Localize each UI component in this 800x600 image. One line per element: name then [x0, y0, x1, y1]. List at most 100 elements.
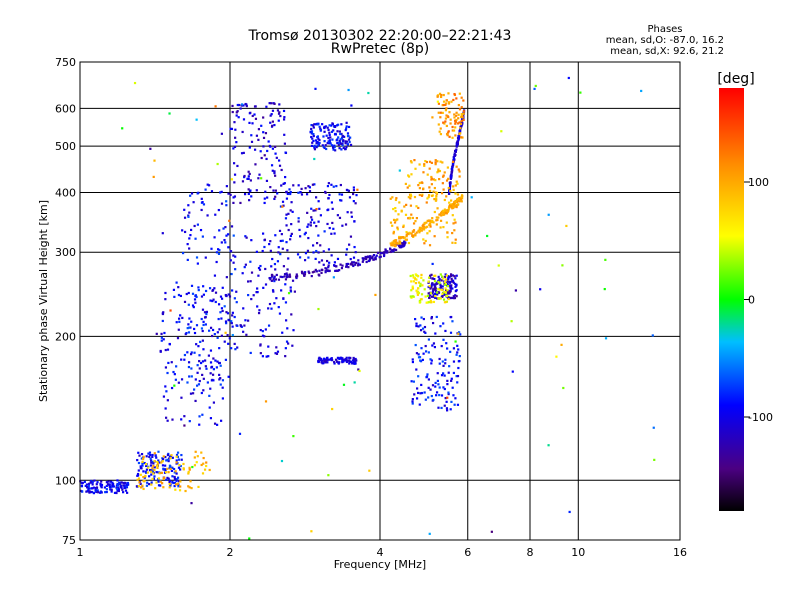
- echo-point: [194, 378, 197, 381]
- echo-point: [315, 249, 318, 253]
- echo-point: [452, 155, 455, 159]
- echo-point: [433, 287, 436, 290]
- echo-point: [411, 400, 414, 403]
- echo-point: [454, 120, 457, 124]
- echo-point: [105, 484, 108, 488]
- echo-point: [435, 394, 438, 397]
- echo-point: [454, 221, 457, 224]
- echo-point: [200, 451, 203, 454]
- echo-point: [181, 316, 184, 320]
- echo-point: [331, 207, 334, 210]
- echo-point: [389, 242, 392, 245]
- echo-point: [385, 250, 388, 254]
- echo-point: [269, 114, 272, 117]
- echo-point: [224, 293, 227, 297]
- echo-point: [438, 281, 441, 285]
- echo-point: [351, 362, 354, 365]
- echo-point: [345, 121, 348, 124]
- echo-point: [239, 324, 243, 328]
- echo-point: [242, 104, 245, 107]
- echo-point: [428, 186, 431, 189]
- echo-point: [438, 287, 441, 290]
- echo-point: [445, 221, 448, 224]
- echo-point: [117, 486, 120, 490]
- echo-point: [424, 398, 427, 401]
- echo-point: [257, 177, 260, 180]
- echo-point: [442, 213, 445, 216]
- echo-point: [80, 490, 84, 493]
- echo-point: [275, 156, 278, 159]
- echo-point: [153, 460, 156, 463]
- echo-point: [262, 116, 265, 119]
- echo-point: [486, 234, 489, 238]
- echo-point: [310, 207, 313, 210]
- echo-point: [315, 146, 318, 149]
- echo-point: [169, 467, 172, 471]
- echo-point: [457, 113, 460, 116]
- echo-point: [347, 88, 350, 92]
- echo-point: [456, 143, 459, 146]
- echo-point: [166, 399, 169, 402]
- echo-point: [144, 470, 147, 473]
- echo-point: [422, 279, 425, 282]
- echo-point: [424, 226, 427, 229]
- echo-point: [369, 256, 372, 260]
- echo-point: [264, 267, 267, 271]
- echo-point: [252, 294, 255, 297]
- echo-point: [460, 115, 463, 119]
- echo-point: [321, 144, 324, 147]
- echo-point: [303, 233, 306, 236]
- echo-point: [451, 136, 454, 139]
- echo-point: [195, 324, 199, 327]
- echo-point: [339, 199, 342, 202]
- echo-point: [271, 109, 275, 112]
- echo-point: [452, 222, 455, 225]
- echo-point: [280, 168, 283, 172]
- echo-point: [178, 489, 182, 492]
- echo-point: [449, 273, 453, 276]
- echo-point: [454, 184, 457, 187]
- echo-point: [209, 417, 213, 420]
- echo-point: [183, 230, 187, 234]
- echo-point: [137, 485, 140, 488]
- echo-point: [454, 285, 457, 288]
- echo-point: [313, 221, 316, 224]
- echo-point: [198, 354, 201, 357]
- echo-point: [426, 173, 429, 176]
- echo-point: [429, 292, 433, 295]
- echo-point: [175, 462, 178, 465]
- echo-point: [90, 490, 93, 494]
- echo-point: [432, 300, 436, 304]
- echo-point: [228, 337, 231, 340]
- echo-point: [136, 474, 139, 477]
- echo-point: [345, 145, 348, 149]
- echo-point: [231, 314, 234, 317]
- echo-point: [275, 352, 279, 355]
- echo-point: [253, 105, 257, 108]
- echo-point: [327, 208, 330, 211]
- echo-point: [227, 246, 230, 249]
- echo-point: [221, 286, 224, 289]
- echo-point: [296, 253, 300, 256]
- echo-point: [194, 294, 197, 297]
- echo-point: [439, 226, 442, 229]
- echo-point: [95, 483, 98, 486]
- echo-point: [430, 394, 433, 398]
- echo-point: [248, 537, 251, 540]
- echo-point: [325, 259, 329, 263]
- echo-point: [274, 152, 277, 155]
- echo-point: [410, 296, 413, 299]
- echo-point: [202, 462, 205, 465]
- echo-point: [247, 293, 250, 297]
- echo-point: [448, 135, 451, 138]
- echo-point: [428, 532, 431, 535]
- echo-point: [452, 295, 455, 298]
- echo-point: [430, 286, 433, 289]
- echo-point: [433, 277, 436, 281]
- echo-point: [168, 482, 171, 486]
- echo-point: [447, 101, 451, 104]
- echo-point: [436, 218, 439, 221]
- echo-point: [145, 464, 148, 468]
- echo-point: [323, 230, 326, 233]
- echo-point: [407, 196, 410, 199]
